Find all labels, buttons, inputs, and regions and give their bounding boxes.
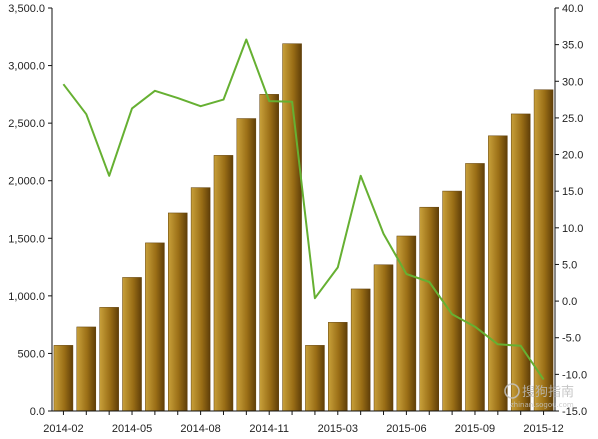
x-axis-ticks: 2014-02 2014-05 2014-08 2014-11 2015-03 2015-… xyxy=(43,411,564,435)
right-axis-ticks: -15.0 -10.0 -5.0 0.0 5.0 10.0 15.0 20.0 25.0 30.0… xyxy=(555,3,587,418)
right-tick-label: -10.0 xyxy=(562,369,587,381)
bar-2014-12 xyxy=(282,43,302,412)
left-tick-label: 0.0 xyxy=(30,406,45,418)
x-tick-label: 2015-12 xyxy=(523,423,563,435)
left-tick-label: 2,500.0 xyxy=(8,118,45,130)
bar-2015-02 xyxy=(305,345,325,412)
left-tick-label: 3,000.0 xyxy=(8,61,45,73)
left-tick-label: 2,000.0 xyxy=(8,176,45,188)
bar-2015-10 xyxy=(488,135,508,412)
watermark-text: 搜狗指南 xyxy=(522,384,574,400)
right-tick-label: -15.0 xyxy=(562,406,587,418)
bar-2014-08 xyxy=(190,187,211,412)
line-series xyxy=(62,38,545,381)
x-tick-label: 2015-03 xyxy=(318,423,358,435)
left-tick-label: 500.0 xyxy=(17,348,45,360)
bar-2015-12 xyxy=(533,89,554,412)
x-tick-label: 2014-08 xyxy=(180,423,220,435)
bar-2014-11 xyxy=(259,94,279,412)
x-tick-label: 2015-09 xyxy=(455,423,495,435)
right-tick-label: 10.0 xyxy=(562,223,583,235)
watermark-logo-icon xyxy=(504,383,520,399)
bar-2014-05 xyxy=(122,277,142,412)
bar-2014-07 xyxy=(168,212,188,412)
x-tick-label: 2015-06 xyxy=(386,423,426,435)
bar-2015-03 xyxy=(328,322,348,412)
axes-group xyxy=(51,8,556,412)
left-tick-label: 1,000.0 xyxy=(8,291,45,303)
bar-2014-10 xyxy=(236,118,257,412)
right-tick-label: 0.0 xyxy=(562,296,577,308)
right-tick-label: 20.0 xyxy=(562,150,583,162)
bar-2015-07 xyxy=(419,206,439,412)
left-tick-label: 1,500.0 xyxy=(8,233,45,245)
x-tick-label: 2014-11 xyxy=(249,423,289,435)
bar-2015-08 xyxy=(442,190,462,412)
right-tick-label: 25.0 xyxy=(562,113,583,125)
bars-group xyxy=(53,43,554,412)
bar-2014-06 xyxy=(145,242,165,412)
bar-2015-04 xyxy=(350,288,371,412)
right-tick-label: -5.0 xyxy=(562,333,581,345)
bar-2015-09 xyxy=(465,163,485,412)
line-series-group xyxy=(62,38,545,381)
left-axis-ticks: 0.0 500.0 1,000.0 1,500.0 2,000.0 2,500.0 3,00… xyxy=(8,3,52,418)
bar-2015-05 xyxy=(373,264,394,412)
watermark-subtext: zhinan.sogou.com xyxy=(510,401,574,409)
x-tick-label: 2014-05 xyxy=(112,423,152,435)
bar-2015-11 xyxy=(510,113,531,412)
bar-2014-09 xyxy=(213,155,234,412)
bar-2014-04 xyxy=(99,307,119,412)
bar-2014-03 xyxy=(76,326,97,412)
x-tick-label: 2014-02 xyxy=(43,423,83,435)
right-tick-label: 5.0 xyxy=(562,259,577,271)
right-tick-label: 40.0 xyxy=(562,3,583,15)
right-tick-label: 35.0 xyxy=(562,40,583,52)
right-tick-label: 30.0 xyxy=(562,76,583,88)
bar-2014-02 xyxy=(53,345,74,412)
left-tick-label: 3,500.0 xyxy=(8,3,45,15)
right-tick-label: 15.0 xyxy=(562,186,583,198)
watermark: 搜狗指南 zhinan.sogou.com xyxy=(504,383,574,409)
